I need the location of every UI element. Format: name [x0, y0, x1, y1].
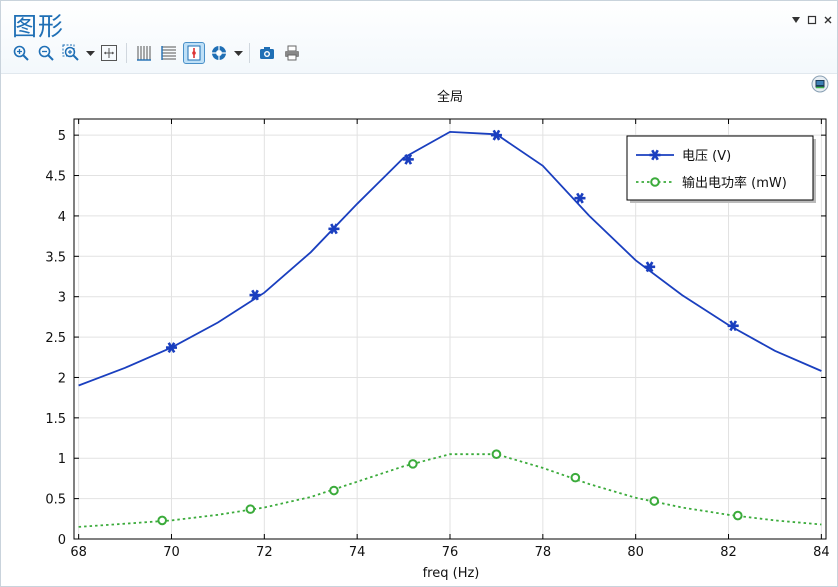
chevron-down-icon: [85, 50, 95, 56]
point-probe-icon: [187, 45, 201, 61]
render-dropdown-caret[interactable]: [233, 42, 243, 64]
legend-marker: [650, 177, 660, 187]
series-marker: [490, 129, 502, 141]
screenshot-button[interactable]: [256, 42, 278, 64]
y-tick-label: 4: [58, 210, 66, 225]
print-icon: [285, 45, 299, 61]
series-marker: [329, 485, 339, 496]
series-marker: [245, 504, 256, 514]
y-tick-label: 3.5: [45, 250, 66, 265]
series-2: [78, 449, 822, 528]
render-options-icon: [212, 46, 226, 60]
y-tick-label: 2: [58, 371, 66, 386]
point-probe-button[interactable]: [183, 42, 205, 64]
zoom-extents-button[interactable]: [98, 42, 120, 64]
graphics-toolbar: [10, 41, 303, 65]
series-marker: [328, 223, 340, 235]
series-marker: [249, 289, 261, 301]
legend-items: 电压 (V) 输出电功率 (mW): [636, 149, 787, 191]
legend-entry: 输出电功率 (mW): [636, 175, 787, 191]
x-tick-label: 70: [163, 545, 180, 560]
x-axis-label: freq (Hz): [423, 566, 480, 581]
window-title: 图形: [12, 12, 65, 41]
series-marker: [574, 192, 586, 204]
print-button[interactable]: [281, 42, 303, 64]
x-tick-label: 84: [813, 545, 830, 560]
y-tick-label: 2.5: [45, 331, 66, 346]
legend-label: 电压 (V): [682, 149, 731, 164]
series-marker: [165, 342, 177, 353]
y-tick-label: 3: [58, 291, 66, 306]
y-axis-icon: [161, 46, 176, 60]
zoom-out-icon: [38, 45, 54, 61]
y-axis-button[interactable]: [158, 42, 180, 64]
series-marker: [644, 261, 656, 273]
toolbar-separator: [126, 43, 127, 63]
series-layer: [78, 129, 822, 528]
y-tick-label: 0: [58, 533, 66, 548]
menu-arrow-icon[interactable]: [791, 15, 801, 28]
x-axis: 68 70 72 74 76 78 80 82 84: [70, 119, 830, 560]
x-tick-label: 78: [535, 545, 552, 560]
chart: 全局 68 70 72 74 76 78 80 82 84 0 0.5 1 1.5 2 2.5 3 3.5 4 4…: [45, 89, 830, 581]
chart-title: 全局: [437, 89, 463, 105]
x-axis-icon: [137, 46, 151, 61]
window-controls: [791, 15, 833, 28]
series-1: [78, 129, 822, 387]
plot-window-icon: [811, 75, 829, 93]
zoom-extents-icon: [101, 45, 117, 61]
series-marker: [733, 510, 743, 521]
legend-label: 输出电功率 (mW): [682, 175, 787, 191]
y-axis: 0 0.5 1 1.5 2 2.5 3 3.5 4 4.5 5: [45, 129, 826, 548]
zoom-box-icon: [62, 44, 79, 61]
x-tick-label: 74: [349, 545, 366, 560]
legend: 电压 (V) 输出电功率 (mW): [626, 135, 816, 203]
zoom-in-icon: [13, 45, 29, 61]
legend-marker: [649, 149, 661, 161]
series-marker: [727, 320, 739, 332]
y-tick-label: 1.5: [45, 412, 66, 427]
x-tick-label: 68: [70, 545, 87, 560]
y-tick-label: 4.5: [45, 170, 66, 185]
plot-settings-button[interactable]: [811, 75, 829, 93]
maximize-icon[interactable]: [807, 15, 817, 28]
y-tick-label: 1: [58, 452, 66, 467]
series-marker: [408, 459, 418, 469]
series-marker: [402, 153, 414, 165]
x-tick-label: 80: [627, 545, 644, 560]
camera-icon: [260, 47, 274, 59]
series-line: [78, 130, 822, 387]
window-header: 图形: [1, 1, 837, 74]
zoom-box-button[interactable]: [60, 42, 82, 64]
zoom-in-button[interactable]: [10, 42, 32, 64]
series-marker: [649, 496, 660, 506]
toolbar-separator: [249, 43, 250, 63]
x-tick-label: 76: [442, 545, 459, 560]
y-tick-label: 5: [58, 129, 66, 144]
series-line: [78, 453, 822, 528]
series-marker: [570, 472, 581, 483]
zoom-dropdown-caret[interactable]: [85, 42, 95, 64]
legend-entry: 电压 (V): [636, 149, 731, 164]
series-marker: [491, 449, 502, 459]
series-marker: [157, 515, 167, 526]
close-icon[interactable]: [823, 15, 833, 28]
legend-box: [626, 135, 814, 201]
render-options-button[interactable]: [208, 42, 230, 64]
x-axis-button[interactable]: [133, 42, 155, 64]
x-tick-label: 72: [256, 545, 273, 560]
zoom-out-button[interactable]: [35, 42, 57, 64]
y-tick-label: 0.5: [45, 493, 66, 508]
x-tick-label: 82: [720, 545, 737, 560]
chevron-down-icon: [233, 50, 243, 56]
